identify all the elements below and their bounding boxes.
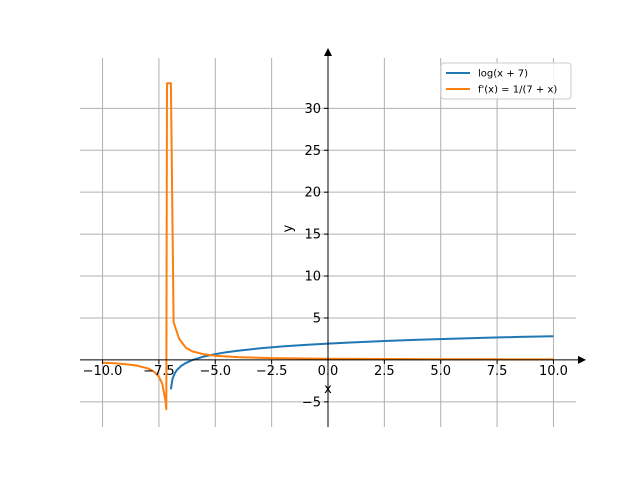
x-tick-label: 0.0 [318, 364, 339, 379]
x-tick-label: −10.0 [83, 364, 123, 379]
y-axis-arrow [324, 48, 332, 56]
y-tick-label: −5 [302, 395, 321, 410]
series-line-0 [169, 335, 554, 390]
x-tick-label: −7.5 [143, 364, 175, 379]
x-tick-label: 7.5 [487, 364, 508, 379]
legend-label-log: log(x + 7) [478, 69, 528, 80]
y-tick-label: 20 [304, 186, 321, 201]
legend-box [440, 62, 572, 100]
x-tick-label: 2.5 [374, 364, 395, 379]
legend: log(x + 7) f'(x) = 1/(7 + x) [440, 62, 572, 100]
y-tick-label: 10 [304, 270, 321, 285]
x-axis-arrow [578, 355, 586, 364]
x-axis-label: x [324, 382, 332, 397]
y-axis-label: y [281, 224, 296, 232]
y-tick-label: 30 [304, 102, 321, 117]
legend-label-derivative: f'(x) = 1/(7 + x) [478, 85, 557, 96]
y-tick-label: 5 [313, 311, 321, 326]
x-tick-label: −5.0 [199, 364, 231, 379]
x-tick-label: 10.0 [539, 364, 568, 379]
x-tick-label: −2.5 [256, 364, 288, 379]
x-tick-label: 5.0 [430, 364, 451, 379]
tick-labels: −10.0 −7.5 −5.0 −2.5 0.0 2.5 5.0 7.5 10.0 −5 5 10 15… [83, 102, 568, 411]
y-tick-label: 15 [304, 228, 321, 243]
axes [80, 48, 586, 427]
y-tick-label: 25 [304, 144, 321, 159]
